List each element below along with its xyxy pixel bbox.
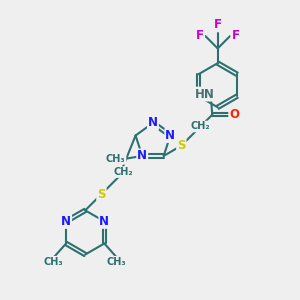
Text: N: N	[165, 129, 175, 142]
Text: O: O	[229, 108, 239, 121]
Text: CH₂: CH₂	[191, 122, 210, 131]
Text: CH₃: CH₃	[44, 257, 64, 267]
Text: N: N	[61, 215, 71, 228]
Text: N: N	[137, 149, 147, 162]
Text: S: S	[97, 188, 106, 201]
Text: S: S	[177, 139, 186, 152]
Text: F: F	[214, 18, 222, 32]
Text: N: N	[148, 116, 158, 129]
Text: CH₃: CH₃	[106, 154, 125, 164]
Text: N: N	[99, 215, 109, 228]
Text: CH₃: CH₃	[107, 257, 127, 267]
Text: HN: HN	[195, 88, 215, 100]
Text: F: F	[231, 29, 239, 42]
Text: F: F	[196, 29, 204, 42]
Text: CH₂: CH₂	[114, 167, 133, 177]
